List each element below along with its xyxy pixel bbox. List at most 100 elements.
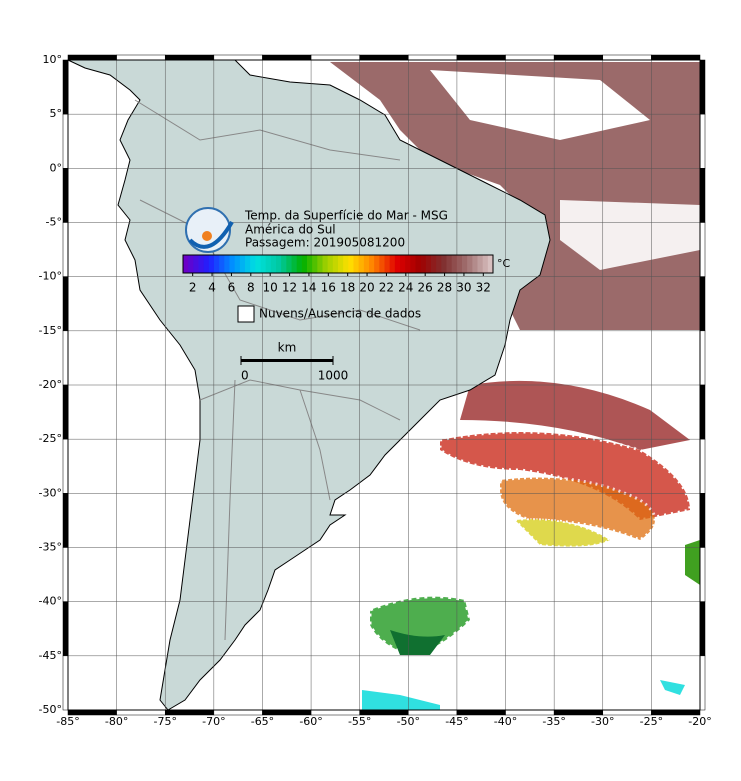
lat-label: -45° — [39, 649, 62, 662]
frame-segment — [602, 54, 652, 61]
colorbar-step — [265, 255, 272, 273]
frame-segment — [699, 222, 706, 277]
frame-segment — [651, 54, 701, 61]
colorbar: 2 4 6 8 10 12 14 16 18 20 22 24 26 28 30 32 — [182, 254, 494, 295]
frame — [62, 54, 706, 716]
colorbar-tick-label: 24 — [398, 281, 413, 295]
frame-segment — [62, 384, 69, 440]
colorbar-step — [239, 255, 246, 273]
colorbar-step — [467, 255, 473, 273]
colorbar-step — [446, 255, 453, 273]
colorbar-step — [291, 255, 298, 273]
frame-segment — [62, 655, 69, 711]
colorbar-step — [312, 255, 318, 273]
scale-bar-line — [241, 359, 333, 362]
colorbar-step — [400, 255, 406, 273]
colorbar-step — [188, 255, 194, 273]
lat-label: -25° — [39, 432, 62, 445]
lon-label: -85° — [56, 715, 79, 728]
lon-label: -65° — [251, 715, 274, 728]
frame-segment — [62, 59, 69, 115]
lat-label: -30° — [39, 486, 62, 499]
colorbar-step — [270, 255, 277, 273]
colorbar-step — [358, 255, 365, 273]
lon-label: -80° — [105, 715, 128, 728]
colorbar-tick-label: 26 — [418, 281, 433, 295]
colorbar-tick-label: 28 — [437, 281, 452, 295]
colorbar-step — [338, 255, 344, 273]
colorbar-step — [363, 255, 370, 273]
lat-label: 10° — [43, 53, 63, 66]
frame-segment — [699, 493, 706, 548]
colorbar-step — [245, 255, 251, 273]
lat-label: 5° — [50, 107, 63, 120]
legend-label: Nuvens/Ausencia de dados — [259, 307, 421, 321]
frame-segment — [213, 54, 263, 61]
colorbar-step — [307, 255, 313, 273]
colorbar-step — [477, 255, 484, 273]
colorbar-tick-label: 6 — [228, 281, 236, 295]
colorbar-step — [410, 255, 416, 273]
frame-segment — [408, 54, 458, 61]
colorbar-tick-label: 16 — [321, 281, 336, 295]
colorbar-step — [234, 255, 241, 273]
colorbar-step — [219, 255, 225, 273]
lat-label: -35° — [39, 541, 62, 554]
colorbar-step — [301, 255, 308, 273]
lon-label: -20° — [688, 715, 711, 728]
colorbar-step — [198, 255, 205, 273]
colorbar-step — [420, 255, 427, 273]
colorbar-step — [348, 255, 354, 273]
colorbar-step — [343, 255, 349, 273]
colorbar-step — [214, 255, 220, 273]
colorbar-step — [276, 255, 282, 273]
lon-label: -30° — [591, 715, 614, 728]
colorbar-step — [183, 255, 189, 273]
frame-segment — [164, 54, 215, 61]
frame-segment — [699, 113, 706, 169]
sst-south-darkgreen — [390, 630, 445, 655]
colorbar-step — [281, 255, 287, 273]
lon-label: -75° — [153, 715, 176, 728]
frame-segment — [699, 438, 706, 494]
colorbar-step — [250, 255, 256, 273]
frame-segment — [359, 54, 409, 61]
lon-label: -35° — [542, 715, 565, 728]
colorbar-tick-label: 12 — [282, 281, 297, 295]
frame-segment — [505, 54, 555, 61]
frame-segment — [699, 276, 706, 332]
colorbar-tick-label: 30 — [456, 281, 471, 295]
lon-label: -55° — [348, 715, 371, 728]
lat-label: -40° — [39, 595, 62, 608]
frame-segment — [62, 222, 69, 277]
lat-label: -50° — [39, 703, 62, 716]
colorbar-tick-label: 32 — [476, 281, 491, 295]
colorbar-step — [369, 255, 375, 273]
colorbar-border — [182, 254, 494, 274]
title-line: América do Sul — [245, 223, 336, 237]
lat-label: -20° — [39, 378, 62, 391]
colorbar-step — [260, 255, 267, 273]
frame-segment — [62, 113, 69, 169]
lon-label: -25° — [640, 715, 663, 728]
colorbar-step — [322, 255, 329, 273]
colorbar-step — [255, 255, 261, 273]
logo — [185, 207, 234, 253]
scale-tick-label: 0 — [241, 369, 249, 383]
sst-swirl-yellow — [512, 518, 613, 548]
sst-cyan-small — [660, 680, 685, 695]
frame-segment — [699, 655, 706, 711]
frame-segment — [699, 330, 706, 386]
colorbar-tick-label: 20 — [359, 281, 374, 295]
lon-label: -70° — [202, 715, 225, 728]
colorbar-step — [286, 255, 292, 273]
frame-segment — [62, 493, 69, 548]
lat-label: -10° — [39, 270, 62, 283]
colorbar-step — [389, 255, 396, 273]
frame-segment — [262, 54, 312, 61]
colorbar-step — [203, 255, 210, 273]
colorbar-step — [451, 255, 458, 273]
colorbar-step — [327, 255, 334, 273]
colorbar-tick-label: 2 — [189, 281, 197, 295]
